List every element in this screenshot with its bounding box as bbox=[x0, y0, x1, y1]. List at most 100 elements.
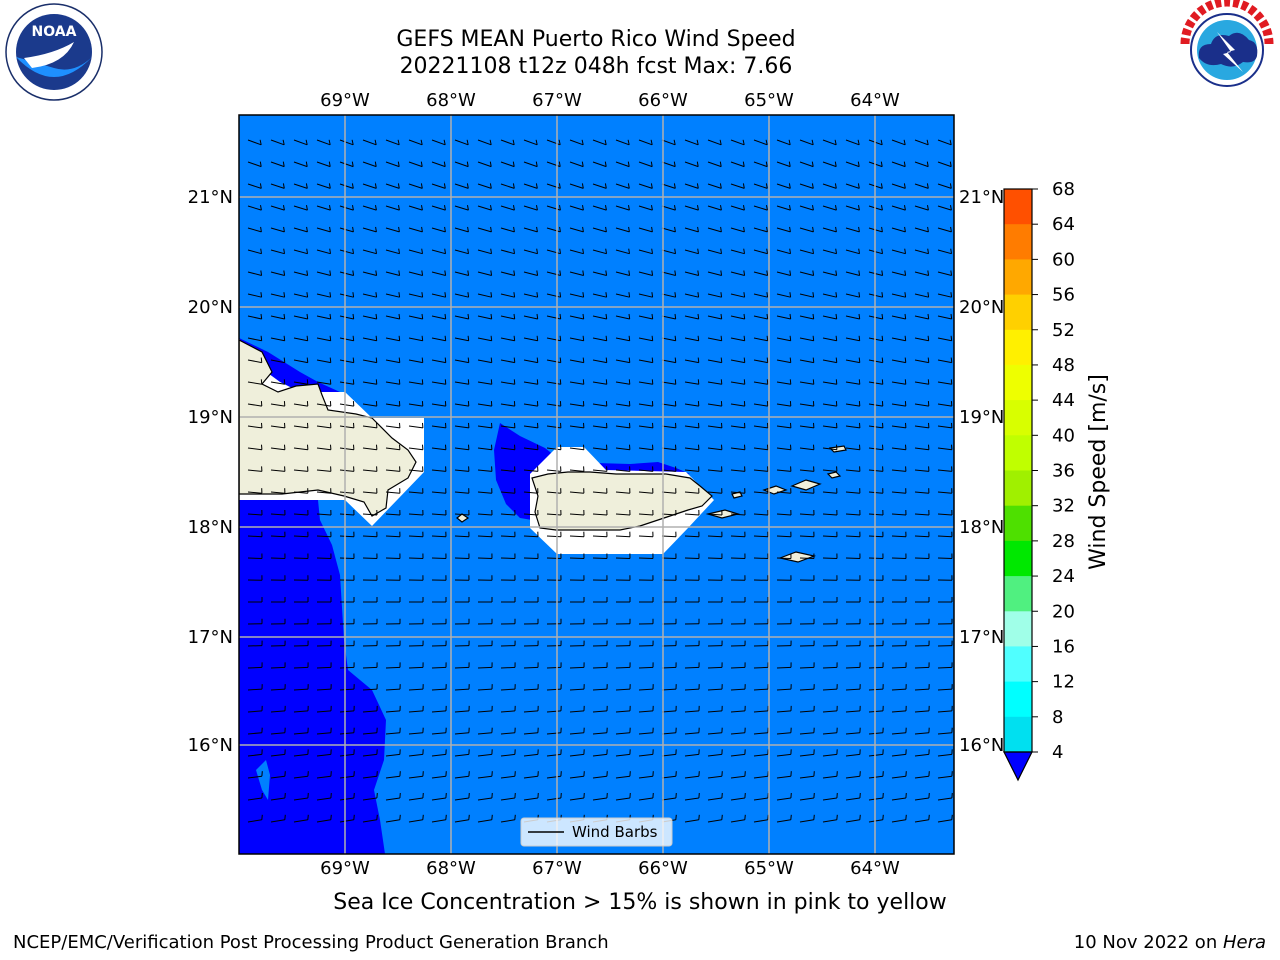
wind-barb bbox=[914, 381, 929, 385]
wind-barb bbox=[270, 139, 285, 146]
colorbar-label: Wind Speed [m/s] bbox=[1086, 374, 1111, 570]
colorbar-tick-label: 44 bbox=[1052, 390, 1075, 411]
wind-barb bbox=[592, 557, 608, 559]
wind-barb-flag bbox=[398, 205, 400, 211]
colorbar-tick-label: 60 bbox=[1052, 249, 1075, 270]
wind-barb bbox=[822, 732, 837, 735]
wind-barb bbox=[822, 491, 837, 494]
wind-barb bbox=[753, 183, 768, 189]
wind-barb-flag bbox=[651, 313, 654, 320]
wind-barb bbox=[730, 403, 745, 407]
wind-barb-flag bbox=[375, 357, 378, 363]
wind-barb bbox=[339, 227, 354, 233]
wind-barb bbox=[523, 732, 538, 735]
wind-barb-flag bbox=[307, 814, 309, 820]
wind-barb bbox=[477, 797, 492, 801]
wind-barb bbox=[362, 183, 377, 189]
wind-barb bbox=[638, 381, 653, 385]
wind-barb-flag bbox=[353, 814, 355, 820]
longitude-labels-bottom: 69°W 68°W 67°W 66°W 65°W 64°W bbox=[320, 858, 900, 879]
wind-barb bbox=[362, 753, 377, 757]
wind-barb-flag bbox=[836, 814, 838, 820]
wind-barb-flag bbox=[420, 139, 423, 145]
wind-barb bbox=[730, 359, 745, 364]
wind-barb bbox=[730, 775, 745, 779]
wind-barb bbox=[730, 732, 745, 735]
wind-barb bbox=[362, 491, 377, 494]
wind-barb-flag bbox=[305, 161, 308, 167]
wind-barb-flag bbox=[904, 335, 907, 341]
wind-barb bbox=[408, 753, 423, 757]
wind-barb-flag bbox=[743, 292, 746, 298]
wind-barb bbox=[753, 797, 768, 801]
wind-barb-flag bbox=[513, 226, 515, 232]
wind-barb-flag bbox=[742, 139, 745, 145]
wind-barb bbox=[638, 359, 653, 364]
wind-barb-flag bbox=[674, 313, 677, 320]
wind-barb bbox=[431, 205, 446, 211]
wind-barb bbox=[316, 710, 332, 713]
wind-barb bbox=[845, 447, 860, 451]
longitude-labels-top: 69°W 68°W 67°W 66°W 65°W 64°W bbox=[320, 90, 900, 111]
wind-barb bbox=[431, 293, 446, 298]
lat-label-left: 19°N bbox=[188, 407, 233, 428]
wind-barb-flag bbox=[398, 313, 401, 320]
wind-barb-flag bbox=[467, 292, 470, 298]
colorbar-tick-label: 24 bbox=[1052, 566, 1075, 587]
wind-barb bbox=[408, 491, 423, 494]
wind-barb bbox=[477, 139, 492, 146]
wind-barb bbox=[316, 183, 331, 189]
wind-barb bbox=[753, 293, 768, 298]
wind-barb bbox=[523, 753, 538, 757]
wind-barb bbox=[776, 403, 791, 407]
wind-barb bbox=[776, 732, 791, 735]
wind-barb bbox=[546, 139, 561, 146]
wind-barb bbox=[891, 491, 906, 494]
wind-barb-flag bbox=[697, 335, 700, 341]
wind-barb bbox=[592, 403, 607, 407]
wind-barb bbox=[454, 337, 469, 342]
wind-barb bbox=[500, 293, 515, 298]
wind-barb-flag bbox=[858, 357, 861, 363]
wind-barb-flag bbox=[375, 379, 378, 385]
wind-barb bbox=[730, 797, 745, 801]
latitude-labels-left: 21°N 20°N 19°N 18°N 17°N 16°N bbox=[188, 187, 233, 756]
wind-barb-flag bbox=[420, 183, 423, 189]
wind-barb bbox=[661, 139, 676, 146]
wind-barb-flag bbox=[789, 292, 792, 298]
wind-barb-flag bbox=[512, 139, 515, 145]
wind-barb bbox=[339, 271, 354, 276]
wind-barb bbox=[477, 513, 493, 516]
wind-barb bbox=[891, 337, 906, 342]
wind-barb bbox=[454, 469, 469, 472]
lat-label-left: 18°N bbox=[188, 517, 233, 538]
wind-barb-flag bbox=[582, 379, 585, 385]
wind-barb bbox=[776, 753, 791, 757]
wind-barb-flag bbox=[422, 814, 424, 820]
wind-barb-flag bbox=[926, 183, 929, 189]
wind-barb-flag bbox=[788, 139, 791, 145]
wind-barb bbox=[546, 535, 562, 538]
calm-wind-region-west bbox=[239, 500, 386, 854]
wind-barb bbox=[293, 249, 308, 255]
wind-barb bbox=[914, 666, 930, 669]
wind-barb-flag bbox=[375, 248, 377, 254]
wind-barb bbox=[845, 688, 861, 691]
wind-barb bbox=[477, 469, 492, 472]
wind-barb bbox=[592, 183, 607, 189]
wind-barb bbox=[362, 425, 377, 429]
wind-barb-flag bbox=[766, 226, 768, 232]
wind-barb-flag bbox=[536, 248, 538, 254]
wind-barb-flag bbox=[950, 292, 953, 298]
wind-barb bbox=[707, 425, 722, 429]
wind-barb-flag bbox=[766, 270, 769, 276]
wind-barb bbox=[385, 557, 401, 559]
wind-barb-flag bbox=[788, 183, 791, 189]
wind-barb bbox=[891, 425, 906, 429]
wind-barb-flag bbox=[674, 226, 676, 232]
wind-barb-flag bbox=[421, 270, 424, 276]
wind-barb bbox=[822, 753, 837, 757]
wind-barb bbox=[293, 688, 309, 691]
wind-barb-flag bbox=[283, 248, 285, 254]
wind-barb-flag bbox=[558, 139, 561, 145]
